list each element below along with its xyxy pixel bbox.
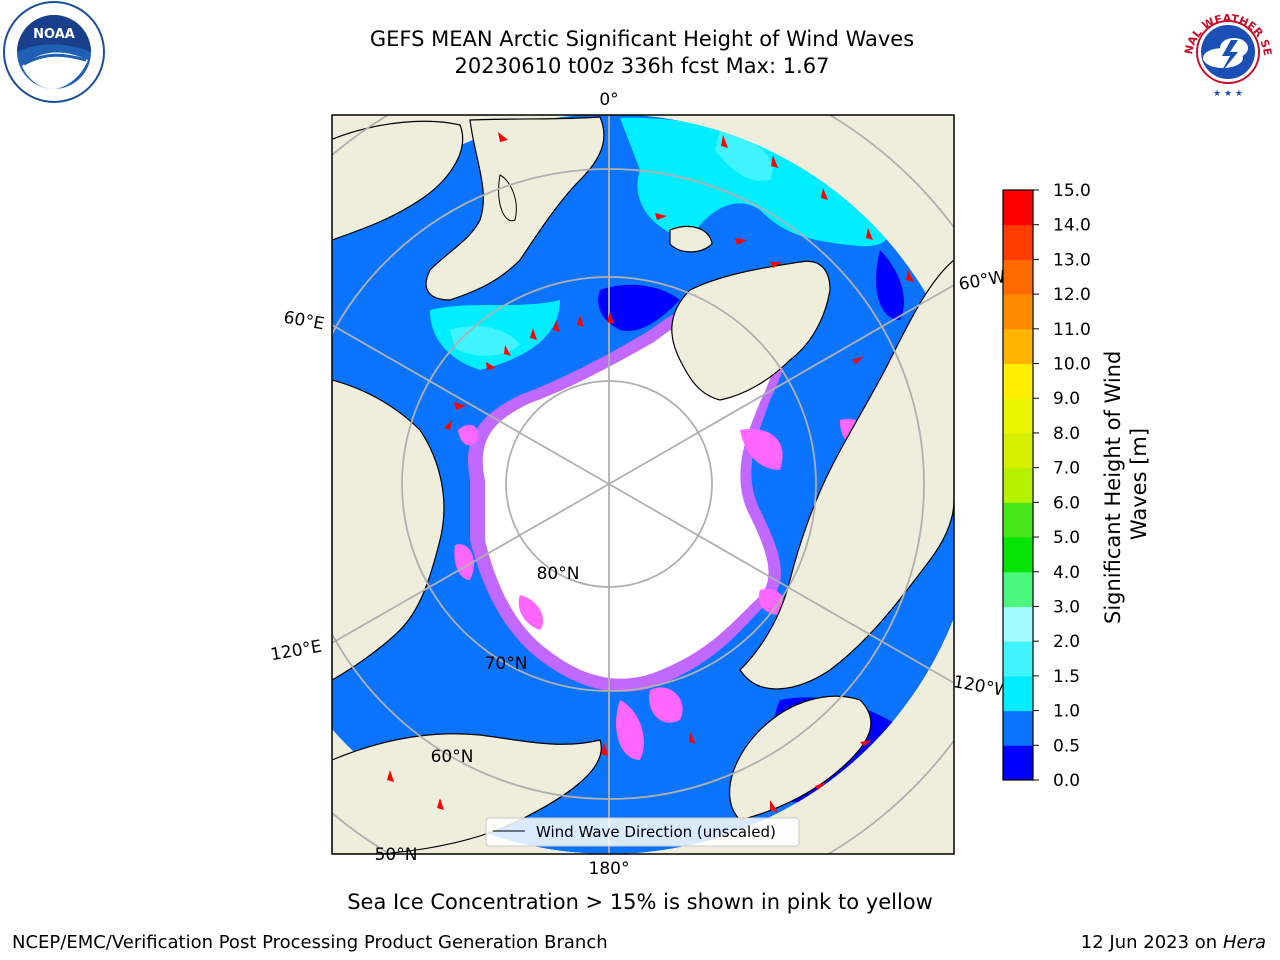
lat-label-50n: 50°N: [375, 845, 418, 865]
colorbar-bin: [1003, 467, 1033, 503]
svg-text:★ ★ ★: ★ ★ ★: [1213, 89, 1243, 99]
map-legend: Wind Wave Direction (unscaled): [485, 817, 800, 847]
wind-arrow: [735, 238, 747, 245]
wind-arrow: [553, 320, 560, 332]
wind-arrow: [852, 356, 864, 364]
colorbar-tick-label: 5.0: [1053, 528, 1080, 548]
wind-arrow: [721, 135, 728, 148]
wind-arrow: [387, 770, 394, 782]
colorbar-bin: [1003, 537, 1033, 573]
colorbar-tick-label: 1.0: [1053, 702, 1080, 722]
wind-arrow: [815, 782, 826, 790]
colorbar-frame: [1002, 189, 1034, 781]
meridian-120w: [608, 483, 954, 684]
colorbar-tick-label: 13.0: [1053, 250, 1091, 270]
wind-arrow: [601, 742, 608, 756]
wind-arrow: [860, 740, 872, 746]
wind-arrow: [486, 362, 496, 370]
colorbar-label-line1: Significant Height of Wind: [1101, 351, 1125, 624]
colorbar-bin: [1003, 675, 1033, 712]
colorbar-tick-label: 12.0: [1053, 285, 1091, 305]
wind-direction-arrows: [387, 132, 914, 812]
wind-arrow: [498, 132, 508, 142]
meridian-60w: [608, 284, 954, 485]
footer-machine: Hera: [1222, 932, 1266, 953]
wind-arrow: [770, 800, 778, 812]
wind-arrow: [577, 315, 584, 327]
colorbar-bin: [1003, 398, 1033, 434]
sea-ice-note: Sea Ice Concentration > 15% is shown in …: [347, 890, 933, 914]
colorbar-bin: [1003, 224, 1033, 260]
colorbar-tick-label: 6.0: [1053, 493, 1080, 513]
colorbar-bin: [1003, 190, 1033, 226]
wind-arrow: [437, 798, 444, 810]
wind-arrow: [770, 262, 782, 268]
colorbar-bin: [1003, 606, 1033, 642]
lon-label-60w: 60°W: [957, 267, 1007, 295]
meridian-60e: [332, 324, 610, 485]
wind-arrow: [530, 328, 537, 340]
footer-branch: NCEP/EMC/Verification Post Processing Pr…: [12, 932, 608, 953]
colorbar-bin: [1003, 571, 1033, 607]
colorbar-bin: [1003, 432, 1033, 469]
colorbar-tick-label: 0.5: [1053, 736, 1080, 756]
colorbar-bin: [1003, 259, 1033, 295]
wind-arrow: [444, 420, 452, 430]
nws-logo: NATIONAL WEATHER SERVICE ★ ★ ★: [1176, 0, 1278, 102]
footer-date-text: 12 Jun 2023 on: [1080, 932, 1218, 953]
lon-label-60e: 60°E: [282, 308, 326, 335]
colorbar: 15.0 14.0 13.0 12.0 11.0 10.0 9.0 8.0 7.0 6.0 5.0 4…: [1002, 181, 1091, 791]
colorbar-bin: [1003, 502, 1033, 538]
lat-label-70n: 70°N: [485, 654, 528, 674]
map-subtitle: 20230610 t00z 336h fcst Max: 1.67: [454, 54, 830, 78]
noaa-logo: NOAA: [3, 1, 105, 103]
colorbar-label: Significant Height of Wind Waves [m]: [1101, 344, 1151, 624]
colorbar-bin: [1003, 745, 1033, 781]
lon-label-120e: 120°E: [269, 637, 323, 666]
wind-arrow: [866, 228, 873, 240]
colorbar-tick-label: 1.5: [1053, 667, 1080, 687]
colorbar-tick-label: 11.0: [1053, 320, 1091, 340]
colorbar-bin: [1003, 294, 1033, 330]
colorbar-tick-label: 7.0: [1053, 459, 1080, 479]
map-frame: [331, 114, 955, 855]
colorbar-label-line2: Waves [m]: [1127, 428, 1151, 540]
meridian-120e: [332, 483, 610, 644]
map-title: GEFS MEAN Arctic Significant Height of W…: [369, 27, 915, 51]
lon-label-180: 180°: [589, 859, 630, 879]
colorbar-tick-label: 14.0: [1053, 216, 1091, 236]
colorbar-bin: [1003, 363, 1033, 399]
lat-label-60n: 60°N: [431, 747, 474, 767]
footer-date: 12 Jun 2023 on Hera: [1081, 932, 1266, 953]
noaa-logo-text: NOAA: [33, 27, 75, 42]
colorbar-bin: [1003, 710, 1033, 746]
legend-label: Wind Wave Direction (unscaled): [536, 823, 776, 841]
graticule: [332, 115, 954, 854]
wind-arrow: [454, 402, 466, 410]
wind-arrow: [689, 732, 696, 744]
lat-label-80n: 80°N: [537, 564, 580, 584]
colorbar-tick-label: 0.0: [1053, 771, 1080, 791]
wind-arrow: [771, 155, 778, 168]
colorbar-tick-label: 10.0: [1053, 355, 1091, 375]
colorbar-tick-label: 15.0: [1053, 181, 1091, 201]
colorbar-tick-label: 9.0: [1053, 389, 1080, 409]
colorbar-tick-label: 2.0: [1053, 632, 1080, 652]
colorbar-bin: [1003, 641, 1033, 677]
wind-arrow: [655, 213, 667, 220]
wind-arrow: [504, 345, 511, 356]
colorbar-tick-label: 8.0: [1053, 424, 1080, 444]
wind-arrow: [607, 312, 614, 324]
colorbar-tick-label: 3.0: [1053, 597, 1080, 617]
wind-arrow: [821, 188, 828, 200]
wind-arrow: [906, 270, 914, 282]
lon-label-0: 0°: [599, 90, 618, 110]
colorbar-bin: [1003, 328, 1033, 365]
colorbar-tick-label: 4.0: [1053, 563, 1080, 583]
